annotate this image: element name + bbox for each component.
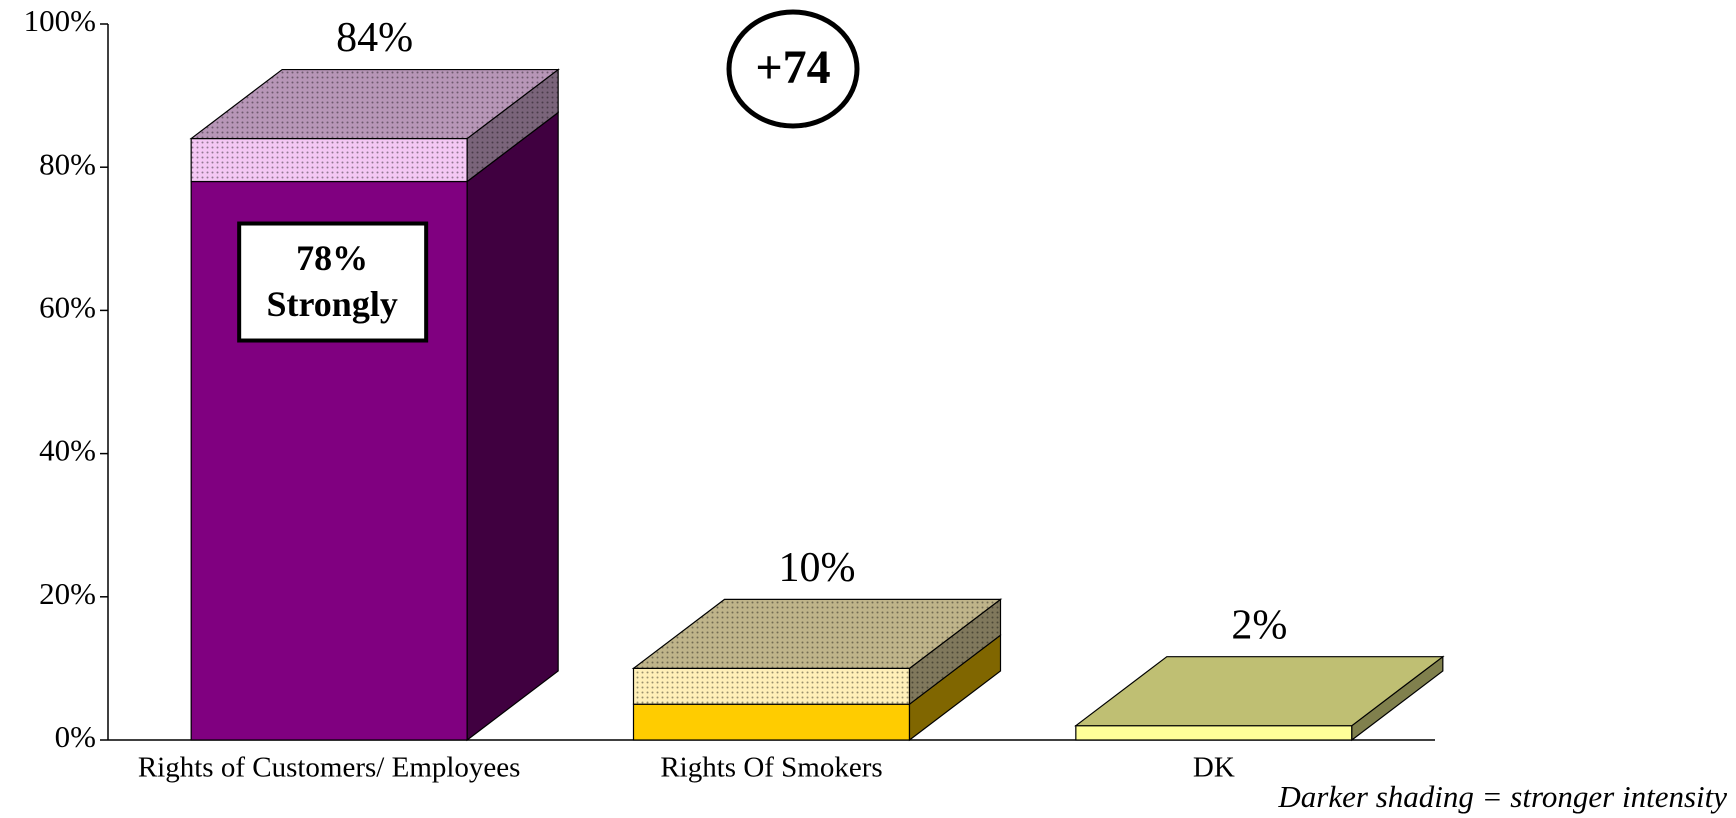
difference-circle: [726, 9, 860, 129]
bar-segment: [1075, 725, 1353, 741]
bar-segment: [190, 137, 468, 183]
x-tick-label: DK: [1193, 752, 1235, 784]
y-tick-label: 80%: [39, 146, 96, 181]
footnote: Darker shading = stronger intensity: [1277, 779, 1727, 814]
bar-top: [189, 68, 560, 140]
bar-side: [466, 111, 559, 742]
annotation-box: [237, 221, 429, 343]
total-label: 10%: [779, 545, 856, 591]
y-tick-label: 40%: [39, 433, 96, 468]
annotation-text: Strongly: [266, 284, 397, 324]
total-label: 2%: [1231, 602, 1287, 648]
difference-label: +74: [755, 41, 830, 94]
bar-segment: [632, 667, 911, 705]
total-label: 84%: [336, 15, 413, 61]
bar-segment: [632, 703, 911, 741]
y-tick-label: 100%: [24, 3, 96, 38]
y-tick-label: 60%: [39, 290, 96, 325]
y-tick-label: 20%: [39, 576, 96, 611]
y-tick-label: 0%: [55, 719, 96, 754]
bar-top: [1074, 656, 1445, 727]
x-tick-label: Rights Of Smokers: [660, 752, 882, 784]
bar-top: [631, 598, 1003, 670]
x-tick-label: Rights of Customers/ Employees: [138, 752, 521, 784]
annotation-value: 78%: [296, 238, 368, 278]
